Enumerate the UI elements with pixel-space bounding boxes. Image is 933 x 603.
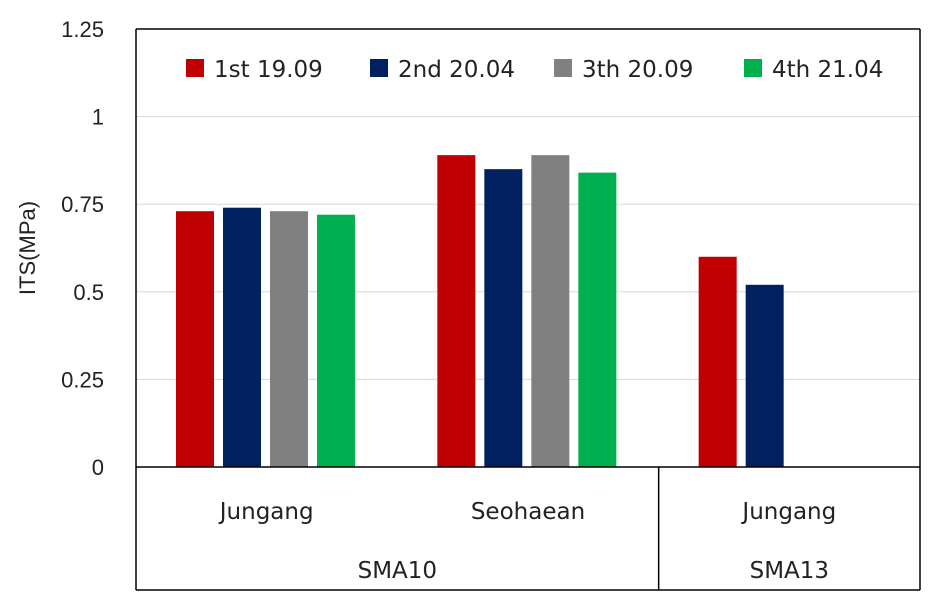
bars (176, 155, 784, 468)
category-label: Seohaean (471, 499, 585, 525)
bar (531, 155, 570, 468)
legend: 1st 19.09 2nd 20.04 3th 20.09 4th 21.04 (186, 57, 883, 83)
y-tick-label: 0.5 (73, 280, 104, 305)
bar (437, 155, 476, 468)
bar (176, 211, 214, 467)
legend-label: 3th 20.09 (582, 57, 693, 83)
axes (135, 28, 921, 591)
legend-swatch (370, 59, 388, 77)
legend-label: 4th 21.04 (772, 57, 883, 83)
bar (484, 169, 523, 467)
bar (270, 211, 308, 467)
y-tick-label: 0 (92, 455, 104, 480)
legend-label: 2nd 20.04 (398, 57, 515, 83)
category-labels: Jungang Seohaean Jungang SMA10 SMA13 (218, 499, 836, 584)
group-label: SMA10 (358, 558, 437, 584)
y-tick-label: 0.25 (61, 367, 104, 392)
legend-swatch (554, 59, 572, 77)
y-tick-label: 0.75 (61, 192, 104, 217)
group-label: SMA13 (750, 558, 829, 584)
y-tick-labels: 0 0.25 0.5 0.75 1 1.25 (61, 17, 104, 480)
bar (317, 214, 355, 467)
y-axis-label: ITS(MPa) (15, 201, 40, 295)
bar (745, 284, 784, 467)
bar (698, 256, 737, 467)
y-tick-label: 1.25 (61, 17, 104, 42)
bar (223, 207, 261, 468)
bar (578, 172, 617, 467)
legend-swatch (744, 59, 762, 77)
legend-label: 1st 19.09 (214, 57, 323, 83)
y-tick-label: 1 (92, 105, 104, 130)
legend-swatch (186, 59, 204, 77)
category-label: Jungang (740, 499, 836, 525)
category-label: Jungang (218, 499, 314, 525)
